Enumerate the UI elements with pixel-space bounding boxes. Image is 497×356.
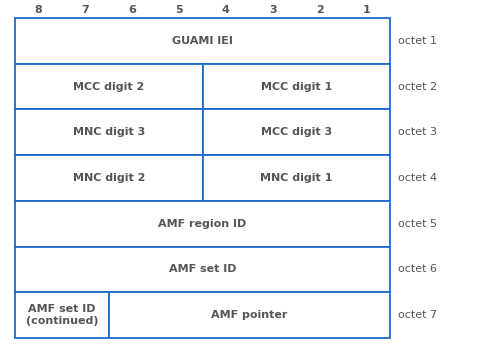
Text: octet 2: octet 2 — [398, 82, 437, 91]
Text: 2: 2 — [316, 5, 324, 15]
Bar — [109, 292, 390, 338]
Bar — [15, 18, 390, 64]
Text: 7: 7 — [82, 5, 89, 15]
Text: AMF pointer: AMF pointer — [211, 310, 288, 320]
Text: AMF set ID: AMF set ID — [169, 265, 236, 274]
Text: AMF region ID: AMF region ID — [159, 219, 247, 229]
Text: octet 6: octet 6 — [398, 265, 437, 274]
Text: AMF set ID
(continued): AMF set ID (continued) — [26, 304, 98, 326]
Bar — [15, 155, 202, 201]
Text: MNC digit 3: MNC digit 3 — [73, 127, 145, 137]
Text: MCC digit 3: MCC digit 3 — [261, 127, 332, 137]
Text: octet 5: octet 5 — [398, 219, 437, 229]
Bar — [202, 64, 390, 109]
Text: 5: 5 — [175, 5, 183, 15]
Text: MNC digit 2: MNC digit 2 — [73, 173, 145, 183]
Bar — [202, 109, 390, 155]
Text: octet 4: octet 4 — [398, 173, 437, 183]
Text: 4: 4 — [222, 5, 230, 15]
Text: 3: 3 — [269, 5, 277, 15]
Text: octet 3: octet 3 — [398, 127, 437, 137]
Bar — [15, 292, 109, 338]
Text: octet 1: octet 1 — [398, 36, 437, 46]
Bar — [15, 109, 202, 155]
Bar — [15, 201, 390, 247]
Bar — [15, 64, 202, 109]
Text: MCC digit 1: MCC digit 1 — [260, 82, 332, 91]
Text: 6: 6 — [128, 5, 136, 15]
Text: 1: 1 — [363, 5, 370, 15]
Text: GUAMI IEI: GUAMI IEI — [172, 36, 233, 46]
Text: MCC digit 2: MCC digit 2 — [73, 82, 144, 91]
Text: MNC digit 1: MNC digit 1 — [260, 173, 332, 183]
Bar — [202, 155, 390, 201]
Text: 8: 8 — [35, 5, 42, 15]
Bar — [15, 247, 390, 292]
Text: octet 7: octet 7 — [398, 310, 437, 320]
